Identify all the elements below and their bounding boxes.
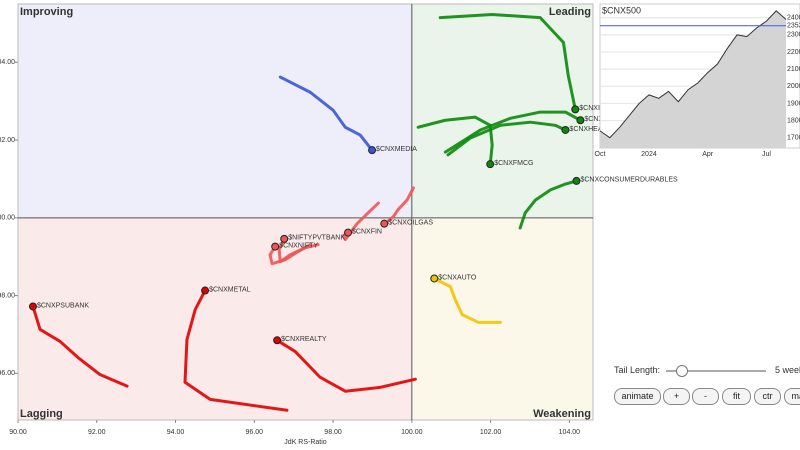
x-tick-label: 94.00	[167, 429, 185, 436]
slider-thumb[interactable]	[676, 365, 688, 377]
quadrant	[18, 4, 412, 218]
tail	[31, 304, 129, 388]
x-tick-label: 98.00	[324, 429, 342, 436]
y-tick-label: 2400	[787, 15, 800, 22]
x-tick-label: 100.00	[401, 429, 423, 436]
head	[576, 116, 585, 125]
tail	[268, 243, 312, 266]
x-tick-label: 102.00	[480, 429, 502, 436]
highlight-label: 2353	[787, 23, 800, 30]
quadrant-label: Weakening	[533, 408, 591, 420]
quadrant-label: Improving	[20, 6, 73, 18]
button[interactable]: ctr	[754, 388, 781, 405]
tail	[518, 179, 578, 230]
button[interactable]: fit	[722, 388, 751, 405]
series-label: $CNXMETAL	[209, 286, 251, 293]
line	[599, 10, 787, 139]
y-tick-label: 2200	[787, 49, 800, 56]
tail	[443, 110, 582, 154]
button[interactable]: max	[784, 388, 800, 405]
head	[380, 219, 389, 228]
head	[271, 242, 280, 251]
y-tick-label: 2300	[787, 32, 800, 39]
series-label: $CNXPSUBANK	[37, 302, 89, 309]
y-tick-label: 2100	[787, 66, 800, 73]
quadrant	[18, 217, 412, 420]
slider-track	[666, 370, 766, 372]
quadrant	[411, 217, 593, 420]
tail	[438, 12, 577, 111]
x-tick-label: Apr	[702, 151, 714, 158]
y-tick-label: 1800	[787, 117, 800, 124]
inset-title: $CNX500	[602, 5, 641, 15]
x-tick-label: 92.00	[88, 429, 106, 436]
y-tick-label: 102.00	[0, 137, 15, 144]
series-label: $CNXOILGAS	[388, 220, 433, 227]
tail	[183, 289, 289, 412]
tail	[416, 115, 494, 166]
x-tick-label: Oct	[595, 151, 606, 158]
head	[28, 302, 37, 311]
x-tick-label: Jul	[762, 151, 771, 158]
y-tick-label: 100.00	[0, 215, 15, 222]
x-tick-label: 96.00	[246, 429, 264, 436]
x-tick-label: 104.00	[559, 429, 581, 436]
tail-length-value: 5 weeks	[775, 365, 800, 375]
button[interactable]: animate	[614, 388, 661, 405]
series-label: $CNXREALTY	[281, 336, 327, 343]
head	[561, 125, 570, 134]
series-label: $CNXMEDIA	[376, 146, 417, 153]
plot-border	[17, 3, 594, 421]
series-label: $CNXAUTO	[438, 274, 477, 281]
head	[280, 234, 289, 243]
quadrant-label: Lagging	[20, 408, 63, 420]
quadrant-label: Leading	[549, 6, 591, 18]
x-tick-label: 90.00	[9, 429, 27, 436]
head	[486, 160, 495, 169]
area	[600, 10, 786, 148]
series-label: $CNXNIFTY	[279, 242, 318, 249]
tail	[275, 338, 417, 393]
series-label: $CNXFIN	[352, 228, 382, 235]
head	[201, 286, 210, 295]
x-axis-label: JdK RS-Ratio	[284, 439, 327, 446]
y-tick-label: 96.00	[0, 370, 15, 377]
head	[430, 274, 439, 283]
head	[368, 146, 377, 155]
series-label: $CNXCONSUMERDURABLES	[580, 177, 678, 184]
tail	[446, 120, 567, 157]
button[interactable]: -	[692, 388, 719, 405]
y-tick-label: 2000	[787, 83, 800, 90]
y-tick-label: 98.00	[0, 292, 15, 299]
head	[273, 336, 282, 345]
tail	[278, 75, 374, 152]
x-tick-label: 2024	[641, 151, 657, 158]
y-tick-label: 1700	[787, 135, 800, 142]
head	[571, 105, 580, 114]
series-label: $CNXIT	[579, 105, 605, 112]
series-label: $CNXFMCG	[494, 160, 533, 167]
tail-length-label: Tail Length:	[614, 365, 661, 375]
y-tick-label: 1900	[787, 100, 800, 107]
series-label: $NIFTYPVTBANK	[288, 235, 345, 242]
head	[344, 228, 353, 237]
y-tick-label: 104.00	[0, 59, 15, 66]
head	[572, 176, 581, 185]
button[interactable]: +	[663, 388, 690, 405]
tail	[432, 276, 502, 324]
